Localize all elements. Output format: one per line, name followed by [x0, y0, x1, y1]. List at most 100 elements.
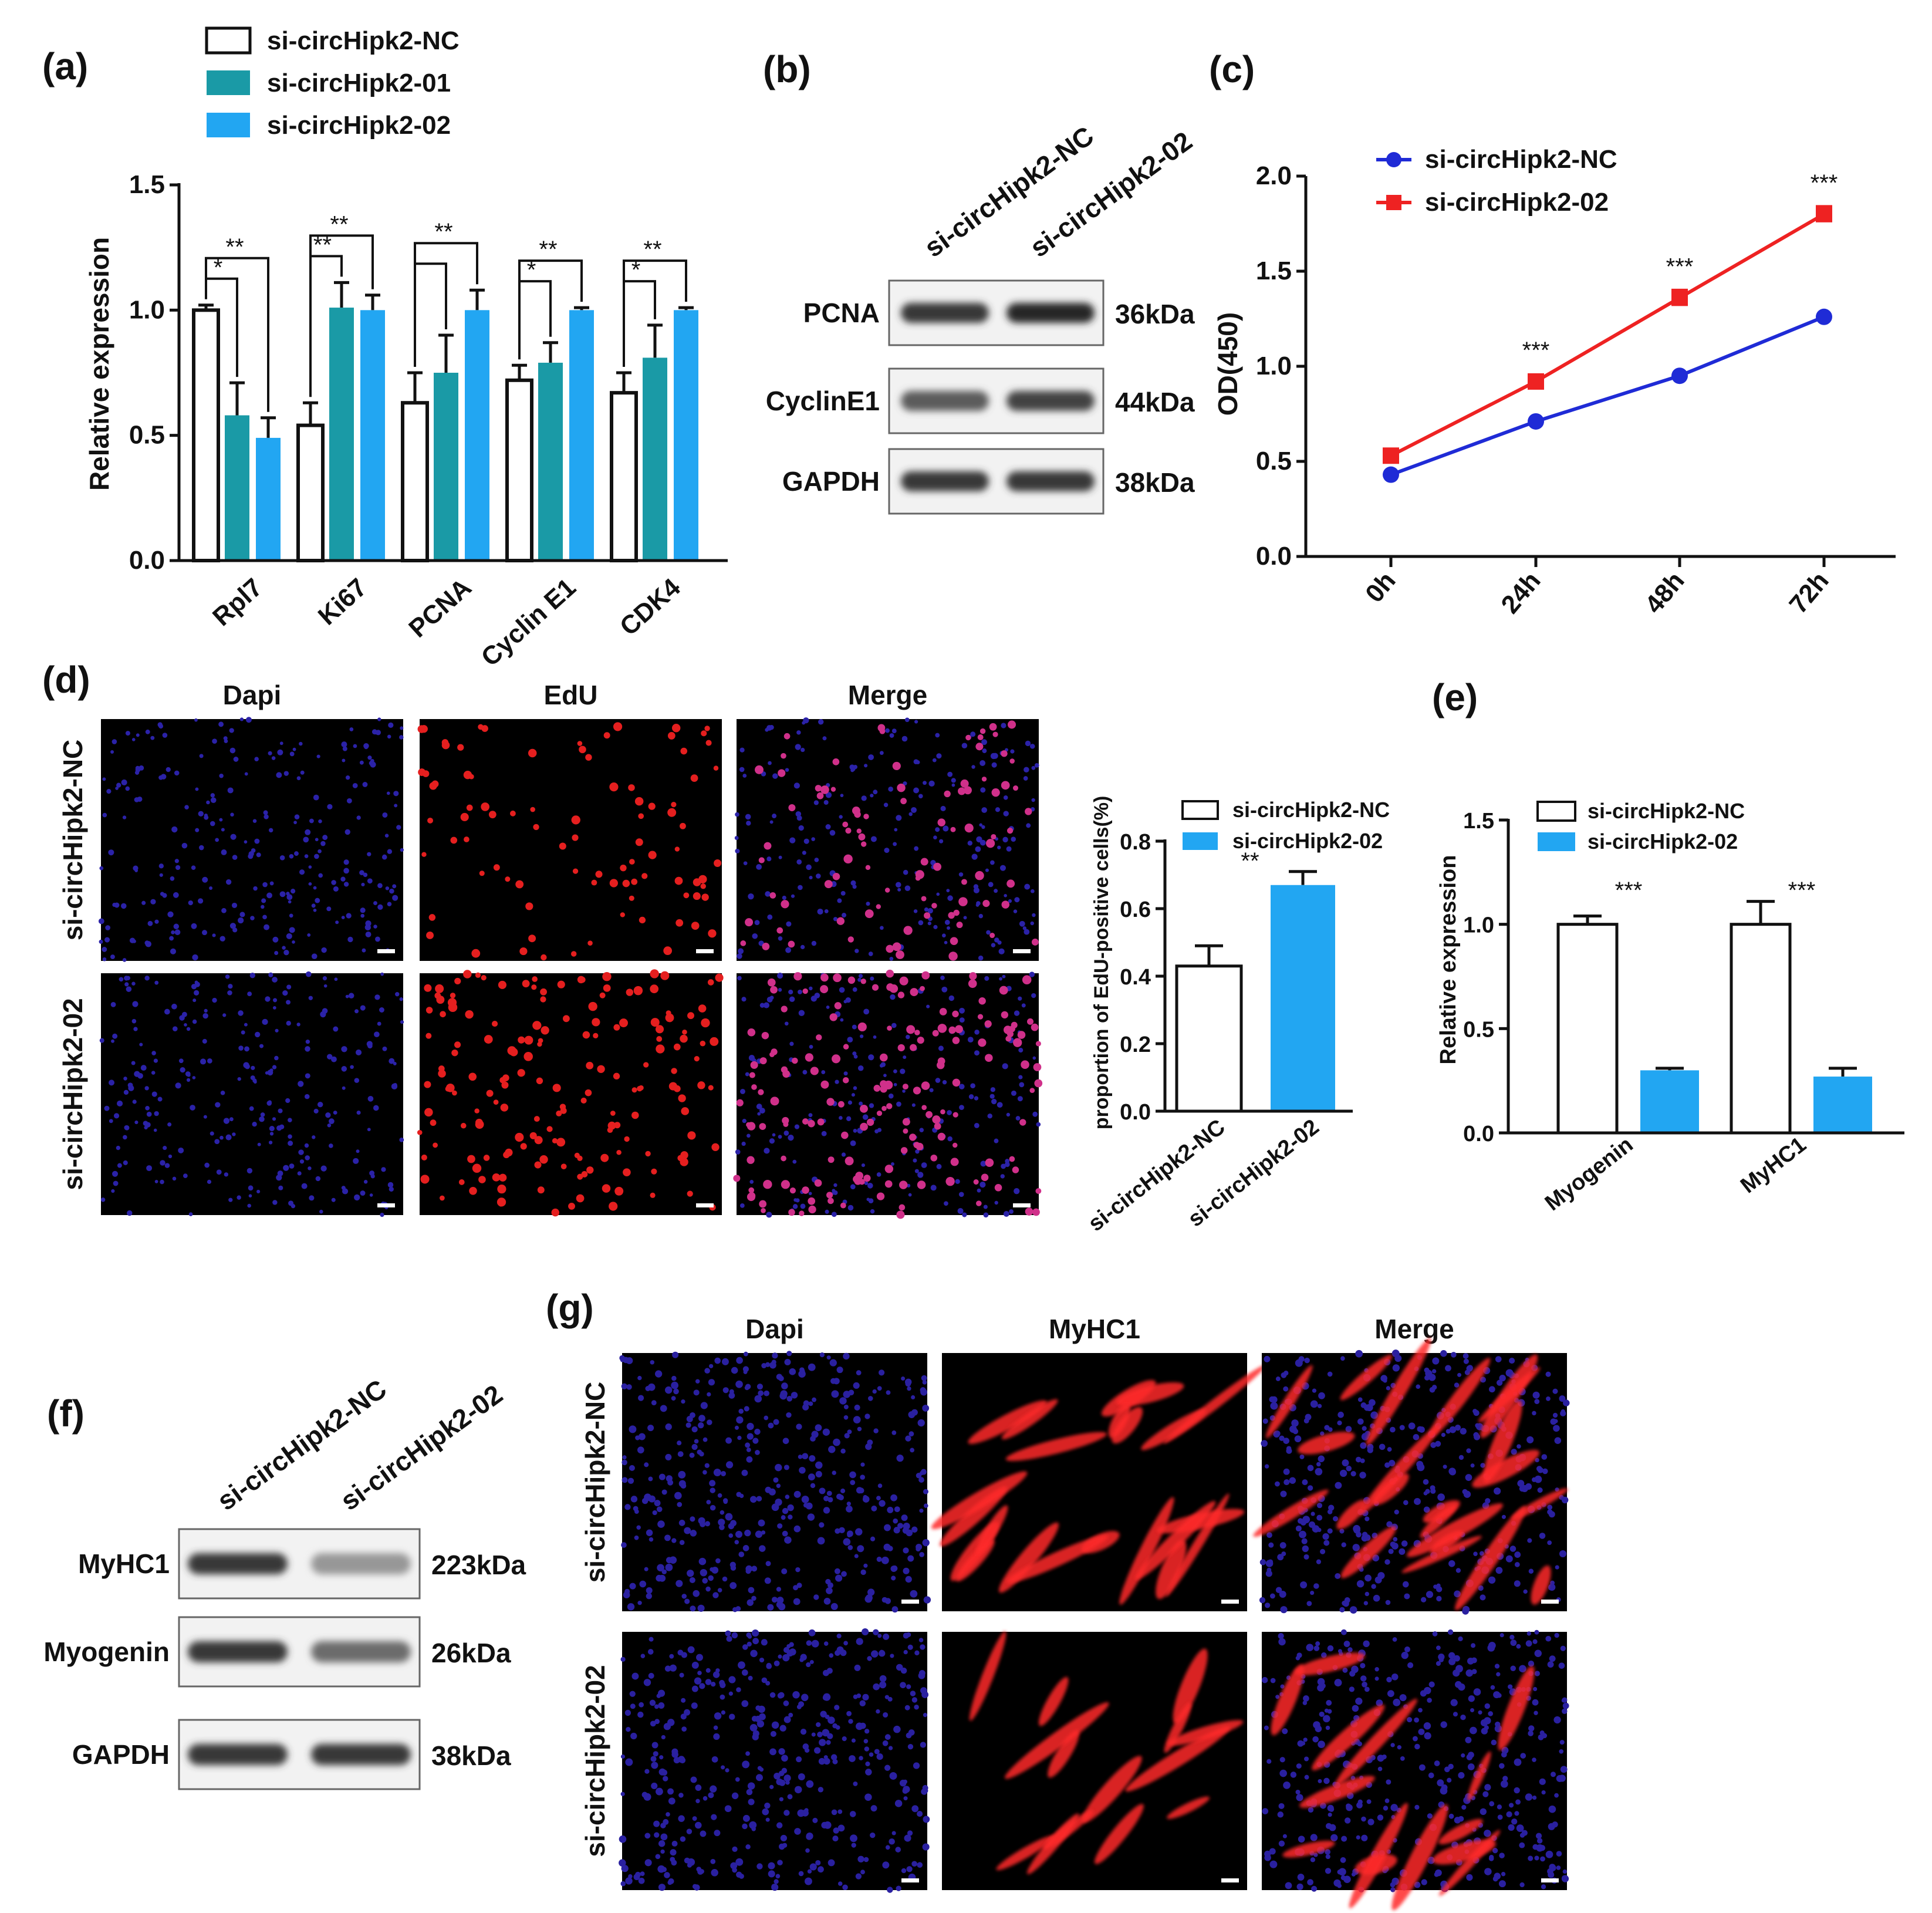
- cell-nucleus: [1326, 1700, 1332, 1706]
- cell-nucleus: [251, 848, 256, 853]
- cell-nucleus: [759, 1108, 765, 1114]
- cell-nucleus: [648, 1672, 654, 1679]
- cell-nucleus: [1517, 1480, 1525, 1487]
- cell-nucleus: [896, 1101, 901, 1107]
- cell-nucleus: [1484, 1717, 1491, 1725]
- cell-nucleus: [1313, 1645, 1320, 1651]
- cell-nucleus: [832, 758, 840, 765]
- cell-nucleus: [1265, 1570, 1272, 1577]
- cell-nucleus: [117, 1163, 122, 1168]
- cell-nucleus: [272, 1065, 277, 1069]
- cell-nucleus: [738, 1551, 745, 1557]
- cell-nucleus: [1356, 1580, 1364, 1588]
- cell-nucleus: [1310, 1834, 1318, 1841]
- cell-nucleus: [873, 1085, 881, 1092]
- cell-nucleus: [1304, 1756, 1309, 1762]
- cell-nucleus: [1274, 1430, 1281, 1437]
- cell-nucleus: [388, 722, 394, 728]
- cell-nucleus: [702, 1470, 707, 1475]
- cell-nucleus: [944, 940, 948, 944]
- cell-nucleus: [854, 949, 859, 953]
- cell-nucleus: [758, 857, 765, 863]
- cell-nucleus: [315, 898, 320, 903]
- cell-nucleus: [1334, 1679, 1342, 1687]
- cell-nucleus: [1266, 1532, 1272, 1539]
- cell-nucleus: [639, 916, 646, 924]
- cell-nucleus: [537, 1186, 545, 1194]
- cell-nucleus: [132, 1001, 139, 1007]
- cell-nucleus: [814, 858, 819, 862]
- cell-nucleus: [698, 1415, 705, 1422]
- cell-nucleus: [950, 937, 958, 945]
- cell-nucleus: [1528, 1568, 1534, 1574]
- cell-nucleus: [776, 1822, 783, 1828]
- cell-nucleus: [501, 1081, 509, 1089]
- cell-nucleus: [920, 1687, 927, 1694]
- cell-nucleus: [1282, 1834, 1287, 1838]
- sig-mark-e: ***: [1788, 878, 1816, 903]
- cell-nucleus: [245, 1064, 250, 1069]
- cell-nucleus: [880, 1080, 887, 1088]
- cell-nucleus: [782, 1507, 789, 1514]
- cell-nucleus: [533, 1116, 540, 1122]
- cell-nucleus: [326, 906, 332, 912]
- myotube: [1420, 1504, 1457, 1538]
- cell-nucleus: [870, 1805, 877, 1812]
- cell-nucleus: [654, 1704, 659, 1709]
- cell-nucleus: [1364, 1516, 1370, 1521]
- cell-nucleus: [202, 930, 208, 936]
- cell-nucleus: [841, 1152, 846, 1157]
- cell-nucleus: [1362, 1681, 1367, 1688]
- column-label-d: EdU: [544, 680, 598, 710]
- panel-label-a: (a): [42, 45, 88, 87]
- cell-nucleus: [710, 1487, 715, 1493]
- cell-nucleus: [102, 957, 107, 961]
- cell-nucleus: [174, 929, 181, 936]
- cell-nucleus: [725, 1768, 729, 1773]
- cell-nucleus: [248, 1185, 254, 1191]
- cell-nucleus: [660, 1849, 665, 1854]
- cell-nucleus: [125, 731, 130, 736]
- cell-nucleus: [650, 1192, 656, 1198]
- panel-label-d: (d): [42, 659, 90, 701]
- cell-nucleus: [782, 1438, 789, 1445]
- cell-nucleus: [1286, 1448, 1292, 1454]
- cell-nucleus: [1499, 1763, 1505, 1769]
- cell-nucleus: [1005, 1035, 1012, 1042]
- cell-nucleus: [932, 1115, 941, 1124]
- cell-nucleus: [1264, 1602, 1271, 1608]
- cell-nucleus: [870, 976, 874, 981]
- cell-nucleus: [1281, 1372, 1287, 1378]
- cell-nucleus: [741, 1141, 746, 1146]
- myotube: [1438, 1818, 1483, 1844]
- cell-nucleus: [622, 1477, 628, 1483]
- cell-nucleus: [272, 1117, 276, 1121]
- cell-nucleus: [673, 1085, 681, 1092]
- cell-nucleus: [661, 1769, 668, 1776]
- cell-nucleus: [961, 743, 968, 749]
- cell-nucleus: [901, 1376, 906, 1381]
- cell-nucleus: [1361, 1834, 1368, 1841]
- cell-nucleus: [1414, 1804, 1420, 1810]
- bar-pcna-s1: [434, 373, 458, 561]
- cell-nucleus: [908, 812, 913, 817]
- cell-nucleus: [154, 919, 159, 924]
- cell-nucleus: [846, 1502, 851, 1506]
- cell-nucleus: [1484, 1868, 1492, 1875]
- cell-nucleus: [914, 1169, 919, 1173]
- cell-nucleus: [369, 1193, 373, 1197]
- cell-nucleus: [167, 1122, 172, 1127]
- cell-nucleus: [839, 1397, 847, 1405]
- cell-nucleus: [833, 1378, 840, 1385]
- cell-nucleus: [428, 914, 436, 921]
- cell-nucleus: [1001, 1011, 1009, 1019]
- cell-nucleus: [1340, 1356, 1345, 1361]
- cell-nucleus: [475, 1120, 484, 1129]
- cell-nucleus: [1516, 1824, 1524, 1832]
- cell-nucleus: [817, 1732, 823, 1737]
- cell-nucleus: [1310, 1857, 1316, 1863]
- cell-nucleus: [180, 1067, 185, 1073]
- cell-nucleus: [1461, 1804, 1467, 1810]
- cell-nucleus: [499, 1173, 507, 1182]
- cell-nucleus: [845, 997, 851, 1003]
